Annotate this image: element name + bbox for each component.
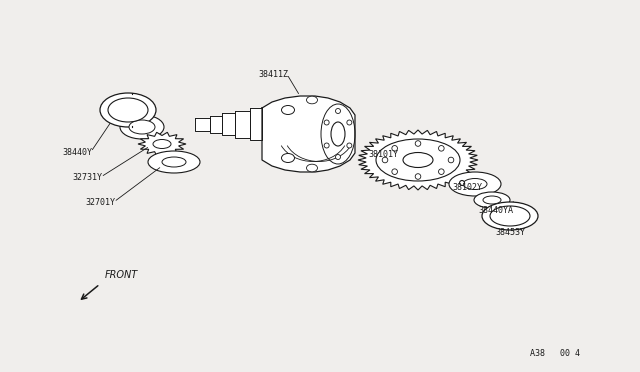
Ellipse shape (129, 120, 155, 134)
Text: 38440YA: 38440YA (478, 205, 513, 215)
Circle shape (438, 169, 444, 174)
Circle shape (392, 145, 397, 151)
Ellipse shape (463, 179, 487, 189)
Polygon shape (195, 118, 210, 131)
Ellipse shape (483, 196, 501, 204)
Text: 32701Y: 32701Y (85, 198, 115, 206)
Polygon shape (222, 113, 235, 135)
Polygon shape (210, 115, 222, 132)
Circle shape (347, 143, 352, 148)
Ellipse shape (449, 172, 501, 196)
Circle shape (392, 169, 397, 174)
Text: A38   00 4: A38 00 4 (530, 350, 580, 359)
Ellipse shape (148, 151, 200, 173)
Text: 38440Y: 38440Y (62, 148, 92, 157)
Polygon shape (138, 132, 186, 156)
Ellipse shape (307, 96, 317, 104)
Ellipse shape (490, 206, 530, 226)
Circle shape (324, 143, 329, 148)
Ellipse shape (282, 154, 294, 163)
Circle shape (324, 120, 329, 125)
Ellipse shape (307, 164, 317, 172)
Circle shape (448, 157, 454, 163)
Ellipse shape (482, 202, 538, 230)
Circle shape (415, 141, 420, 146)
Ellipse shape (120, 115, 164, 139)
Text: 38411Z: 38411Z (258, 70, 288, 78)
Ellipse shape (108, 98, 148, 122)
Circle shape (335, 154, 340, 160)
Text: FRONT: FRONT (105, 270, 138, 280)
Polygon shape (262, 96, 355, 172)
Circle shape (438, 145, 444, 151)
Text: 38453Y: 38453Y (495, 228, 525, 237)
Polygon shape (235, 110, 250, 138)
Circle shape (347, 120, 352, 125)
Ellipse shape (162, 157, 186, 167)
Ellipse shape (474, 192, 510, 208)
Text: 32731Y: 32731Y (72, 173, 102, 182)
Ellipse shape (282, 106, 294, 115)
Circle shape (335, 109, 340, 113)
Text: 38102Y: 38102Y (452, 183, 482, 192)
Circle shape (460, 180, 465, 186)
Ellipse shape (153, 140, 171, 148)
Text: 38101Y: 38101Y (368, 150, 398, 158)
Ellipse shape (100, 93, 156, 127)
Ellipse shape (376, 139, 460, 181)
Circle shape (382, 157, 388, 163)
Polygon shape (358, 130, 478, 190)
Ellipse shape (331, 122, 345, 146)
Polygon shape (250, 108, 262, 140)
Ellipse shape (403, 153, 433, 167)
Circle shape (415, 174, 420, 179)
